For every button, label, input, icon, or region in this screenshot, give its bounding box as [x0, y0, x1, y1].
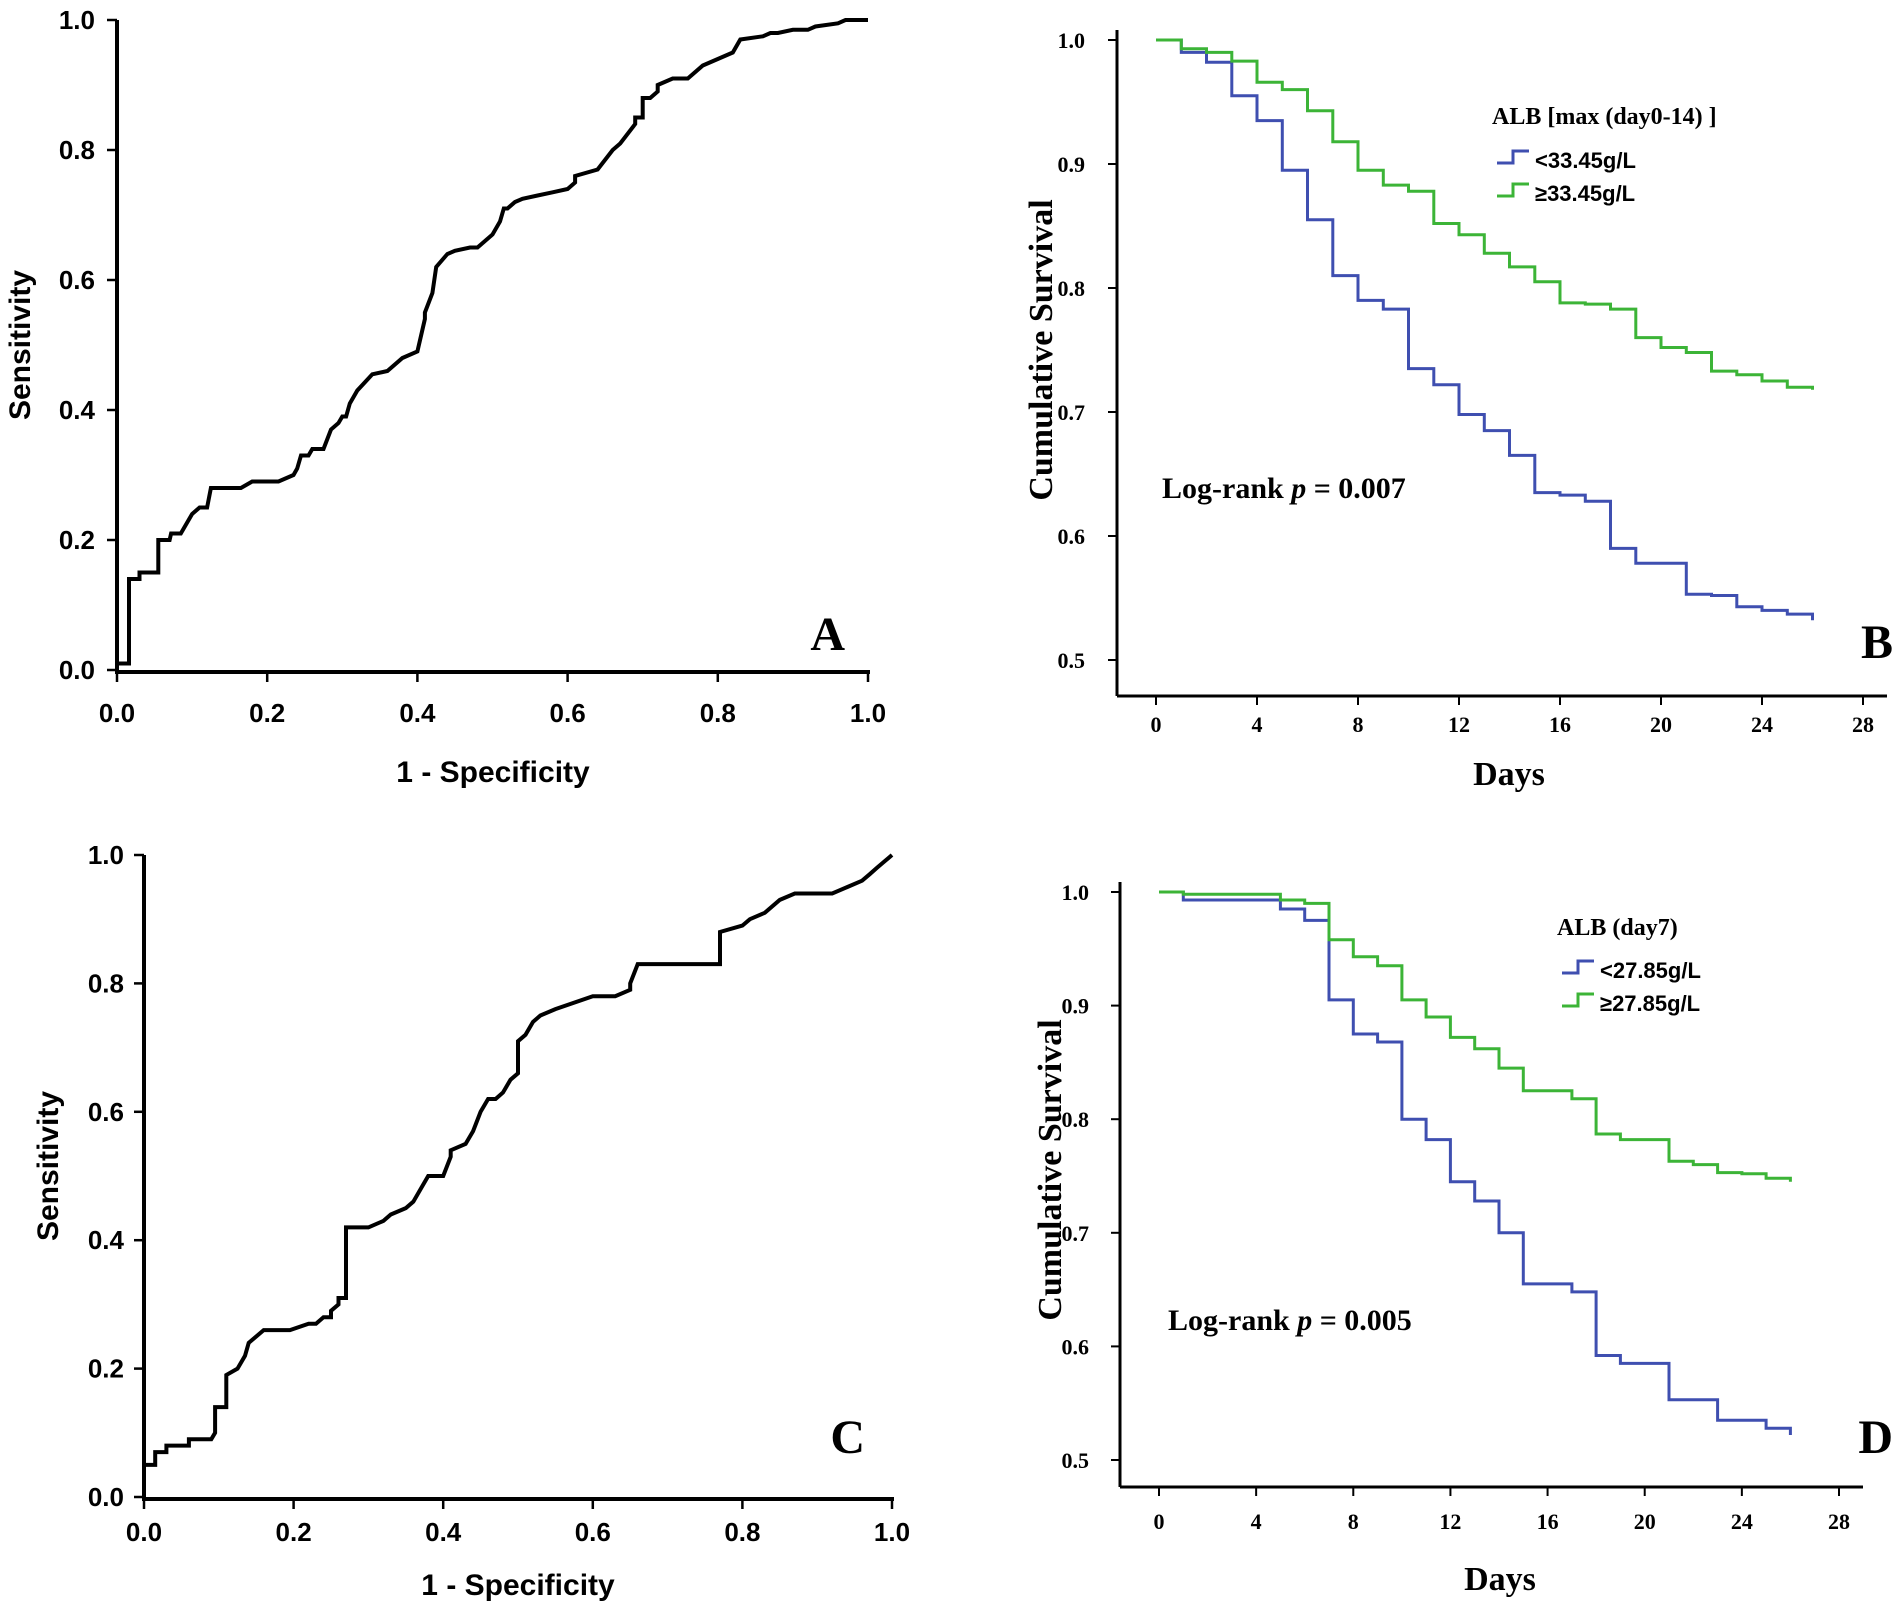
- y-tick-label: 0.9: [1062, 994, 1090, 1019]
- survival-curve-high: [1156, 38, 1814, 390]
- x-tick-label: 0.2: [276, 1517, 312, 1547]
- x-tick-label: 0.6: [575, 1517, 611, 1547]
- x-tick-label: 8: [1348, 1509, 1359, 1534]
- legend-label: ≥27.85g/L: [1600, 991, 1700, 1016]
- panel-b: 0 4 8 12 16 20 24 28 0.5 0.6 0.7 0.8 0.9 1.0 Days Cumul…: [1023, 28, 1893, 793]
- y-tick-label: 0.8: [1058, 276, 1086, 301]
- annotation-value: = 0.007: [1306, 472, 1406, 505]
- x-axis-label: 1 - Specificity: [421, 1569, 615, 1602]
- survival-curve-high: [1159, 890, 1792, 1182]
- log-rank-annotation: Log-rank p = 0.007: [1162, 472, 1406, 505]
- x-tick-label: 28: [1828, 1509, 1850, 1534]
- panel-c: 0.0 0.2 0.4 0.6 0.8 1.0 0.0 0.2 0.4 0.6 0.8 1.0 1 - …: [32, 840, 910, 1602]
- y-tick-label: 0.6: [59, 265, 95, 295]
- y-axis-label: Sensitivity: [32, 1091, 65, 1241]
- y-tick-label: 0.0: [88, 1482, 124, 1512]
- x-axis-label: 1 - Specificity: [396, 756, 590, 789]
- y-tick-label: 0.4: [88, 1225, 125, 1255]
- x-tick-label: 12: [1448, 712, 1470, 737]
- annotation-value: = 0.005: [1312, 1304, 1412, 1337]
- x-tick-label: 1.0: [874, 1517, 910, 1547]
- x-tick-label: 0.0: [99, 698, 135, 728]
- legend-label: <27.85g/L: [1600, 958, 1701, 983]
- x-tick-label: 0.0: [126, 1517, 162, 1547]
- y-tick-label: 0.6: [1062, 1334, 1090, 1359]
- survival-curve-low: [1156, 38, 1814, 621]
- legend-swatch: [1497, 149, 1529, 165]
- y-tick-label: 0.6: [88, 1097, 124, 1127]
- legend-title: ALB [max (day0-14) ]: [1492, 104, 1717, 130]
- y-tick-label: 1.0: [1058, 28, 1086, 53]
- y-tick-label: 0.9: [1058, 152, 1086, 177]
- x-tick-label: 8: [1353, 712, 1364, 737]
- legend-swatch: [1562, 959, 1594, 975]
- y-tick-label: 1.0: [88, 840, 124, 870]
- roc-curve: [142, 853, 894, 1497]
- legend-label: <33.45g/L: [1535, 148, 1636, 173]
- y-tick-label: 0.5: [1062, 1448, 1090, 1473]
- legend-label: ≥33.45g/L: [1535, 181, 1635, 206]
- y-tick-label: 1.0: [59, 5, 95, 35]
- x-tick-label: 0.8: [700, 698, 736, 728]
- x-tick-label: 28: [1852, 712, 1874, 737]
- x-tick-label: 0: [1154, 1509, 1165, 1534]
- legend-swatch: [1562, 992, 1594, 1008]
- y-tick-label: 0.8: [1062, 1107, 1090, 1132]
- panel-d: 0 4 8 12 16 20 24 28 0.5 0.6 0.7 0.8 0.9 1.0 Days Cumul…: [1032, 880, 1893, 1598]
- y-tick-label: 0.0: [59, 655, 95, 685]
- panel-letter: A: [810, 608, 845, 661]
- x-tick-label: 16: [1549, 712, 1571, 737]
- y-tick-label: 0.5: [1058, 648, 1086, 673]
- x-axis-label: Days: [1473, 756, 1545, 793]
- panel-letter: B: [1861, 616, 1893, 669]
- x-tick-label: 4: [1251, 1509, 1262, 1534]
- annotation-p: p: [1294, 1304, 1312, 1337]
- annotation-prefix: Log-rank: [1162, 472, 1291, 505]
- annotation-p: p: [1288, 472, 1306, 505]
- survival-curve-low: [1159, 890, 1792, 1435]
- x-tick-label: 16: [1537, 1509, 1559, 1534]
- annotation-prefix: Log-rank: [1168, 1304, 1297, 1337]
- x-tick-label: 1.0: [850, 698, 886, 728]
- y-axis-label: Cumulative Survival: [1032, 1019, 1069, 1320]
- x-tick-label: 24: [1751, 712, 1773, 737]
- x-tick-label: 4: [1252, 712, 1263, 737]
- roc-curve: [115, 18, 868, 670]
- x-tick-label: 0.6: [550, 698, 586, 728]
- x-tick-label: 0.8: [724, 1517, 760, 1547]
- panel-a: 0.0 0.2 0.4 0.6 0.8 1.0 0.0 0.2 0.4 0.6 0.8 1.0 1 - …: [4, 5, 886, 789]
- y-tick-label: 0.6: [1058, 524, 1086, 549]
- y-tick-label: 0.2: [88, 1354, 124, 1384]
- x-tick-label: 0.2: [249, 698, 285, 728]
- y-tick-label: 0.7: [1058, 400, 1086, 425]
- x-tick-label: 20: [1634, 1509, 1656, 1534]
- y-tick-label: 0.8: [59, 135, 95, 165]
- y-tick-label: 0.4: [59, 395, 96, 425]
- y-axis-label: Sensitivity: [4, 270, 37, 420]
- x-tick-label: 24: [1731, 1509, 1753, 1534]
- y-tick-label: 0.2: [59, 525, 95, 555]
- y-tick-label: 1.0: [1062, 880, 1090, 905]
- y-tick-label: 0.7: [1062, 1221, 1090, 1246]
- x-tick-label: 0: [1151, 712, 1162, 737]
- y-tick-label: 0.8: [88, 968, 124, 998]
- panel-letter: C: [830, 1411, 865, 1464]
- panel-letter: D: [1858, 1411, 1893, 1464]
- x-axis-label: Days: [1464, 1561, 1536, 1598]
- legend-title: ALB (day7): [1557, 915, 1678, 941]
- x-tick-label: 0.4: [425, 1517, 462, 1547]
- y-axis-label: Cumulative Survival: [1023, 199, 1060, 500]
- x-tick-label: 12: [1439, 1509, 1461, 1534]
- legend-swatch: [1497, 182, 1529, 198]
- log-rank-annotation: Log-rank p = 0.005: [1168, 1304, 1412, 1337]
- x-tick-label: 0.4: [399, 698, 436, 728]
- x-tick-label: 20: [1650, 712, 1672, 737]
